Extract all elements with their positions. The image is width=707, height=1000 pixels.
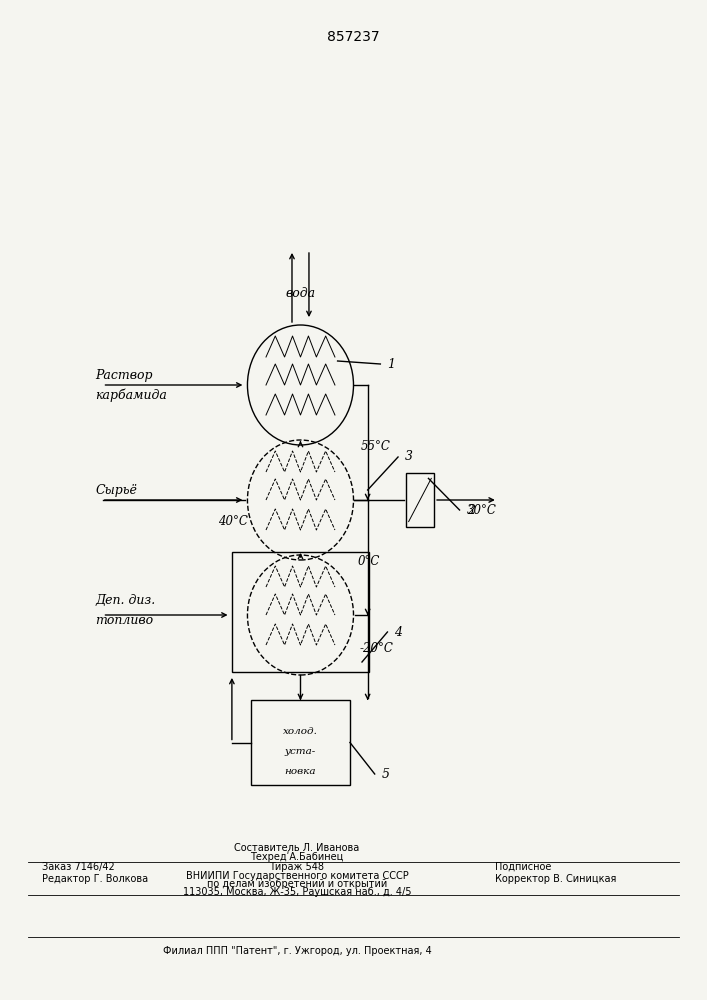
Text: Составитель Л. Иванова: Составитель Л. Иванова bbox=[234, 843, 360, 853]
Text: 5: 5 bbox=[382, 768, 390, 780]
Text: 40°C: 40°C bbox=[218, 515, 248, 528]
Text: 857237: 857237 bbox=[327, 30, 380, 44]
Text: -20°C: -20°C bbox=[359, 642, 393, 655]
Text: Корректор В. Синицкая: Корректор В. Синицкая bbox=[495, 874, 617, 884]
Text: 113035, Москва, Ж-35, Раушская наб., д. 4/5: 113035, Москва, Ж-35, Раушская наб., д. … bbox=[182, 887, 411, 897]
Bar bbox=[232, 552, 369, 672]
Text: 0°C: 0°C bbox=[358, 555, 380, 568]
Text: вода: вода bbox=[286, 287, 315, 300]
Bar bbox=[251, 700, 350, 785]
Text: холод.: холод. bbox=[283, 727, 318, 736]
Text: 30°C: 30°C bbox=[467, 505, 496, 518]
Text: Сырьё: Сырьё bbox=[95, 484, 137, 497]
Text: 2: 2 bbox=[467, 503, 474, 516]
Text: топливо: топливо bbox=[95, 613, 153, 626]
Text: Деп. диз.: Деп. диз. bbox=[95, 593, 156, 606]
Text: карбамида: карбамида bbox=[95, 388, 168, 402]
Text: 1: 1 bbox=[387, 358, 395, 370]
Text: Редактор Г. Волкова: Редактор Г. Волкова bbox=[42, 874, 148, 884]
Bar bbox=[406, 473, 434, 527]
Text: 4: 4 bbox=[395, 626, 402, 639]
Text: ВНИИПИ Государственного комитета СССР: ВНИИПИ Государственного комитета СССР bbox=[185, 871, 409, 881]
Text: 3: 3 bbox=[405, 450, 413, 463]
Text: Тираж 548: Тираж 548 bbox=[269, 862, 325, 872]
Text: Подписное: Подписное bbox=[495, 862, 551, 872]
Text: 55°C: 55°C bbox=[361, 440, 390, 453]
Text: Заказ 7146/42: Заказ 7146/42 bbox=[42, 862, 115, 872]
Text: ТехредʹА.Бабинец: ТехредʹА.Бабинец bbox=[250, 852, 344, 862]
Text: Филиал ППП "Патент", г. Ужгород, ул. Проектная, 4: Филиал ППП "Патент", г. Ужгород, ул. Про… bbox=[163, 946, 431, 956]
Text: уста-: уста- bbox=[285, 747, 316, 756]
Text: Раствор: Раствор bbox=[95, 368, 153, 381]
Text: новка: новка bbox=[285, 767, 316, 776]
Text: по делам изобретений и открытий: по делам изобретений и открытий bbox=[207, 879, 387, 889]
